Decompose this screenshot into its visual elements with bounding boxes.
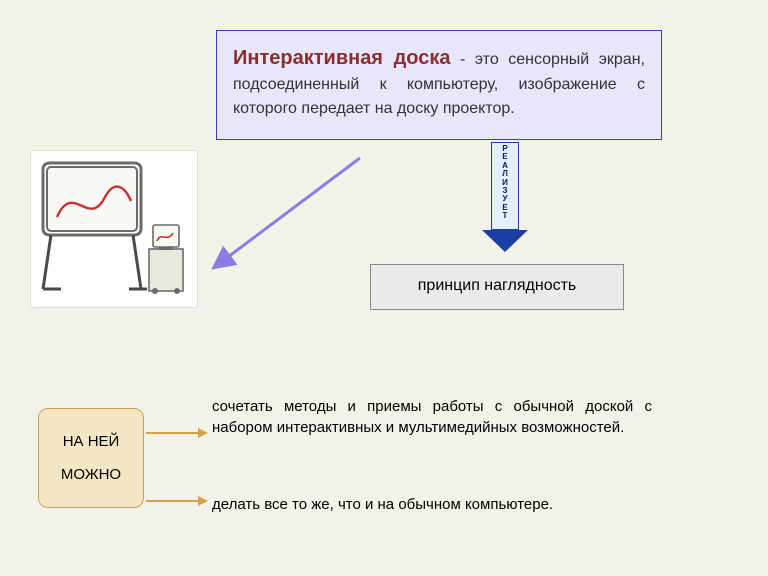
realizes-label: РЕАЛИЗУЕТ xyxy=(491,145,519,221)
capability-text-2: делать все то же, что и на обычном компь… xyxy=(212,494,652,515)
bullet-arrow-2 xyxy=(146,500,208,502)
bullet-arrow-1 xyxy=(146,432,208,434)
with-it-you-can-box: НА НЕЙ МОЖНО xyxy=(38,408,144,508)
principle-box: принцип наглядность xyxy=(370,264,624,310)
pill-line-2: МОЖНО xyxy=(49,458,133,491)
pill-line-1: НА НЕЙ xyxy=(49,425,133,458)
capability-text-1: сочетать методы и приемы работы с обычно… xyxy=(212,396,652,438)
realizes-arrow: РЕАЛИЗУЕТ xyxy=(482,142,528,252)
